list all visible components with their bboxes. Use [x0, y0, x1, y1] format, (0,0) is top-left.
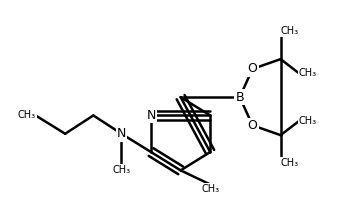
- Text: N: N: [146, 109, 156, 122]
- Text: B: B: [236, 91, 244, 104]
- Text: CH₃: CH₃: [112, 165, 131, 175]
- Text: N: N: [117, 127, 126, 140]
- Text: CH₃: CH₃: [281, 26, 299, 36]
- Text: CH₃: CH₃: [281, 158, 299, 168]
- Text: O: O: [247, 119, 257, 132]
- Text: O: O: [247, 62, 257, 76]
- Text: CH₃: CH₃: [299, 116, 317, 126]
- Text: CH₃: CH₃: [299, 68, 317, 78]
- Text: CH₃: CH₃: [18, 110, 36, 120]
- Text: CH₃: CH₃: [201, 184, 219, 195]
